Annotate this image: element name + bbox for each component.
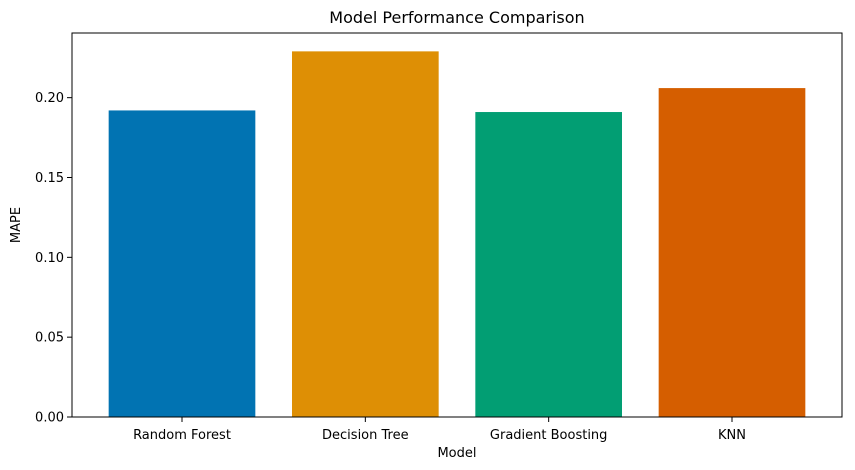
x-tick-label: Random Forest — [133, 428, 231, 443]
y-axis: 0.00 0.05 0.10 0.15 0.20 — [35, 91, 72, 426]
y-tick-label: 0.10 — [35, 251, 64, 266]
y-axis-title: MAPE — [9, 207, 24, 243]
x-tick-label: KNN — [718, 428, 746, 443]
bar-random-forest — [108, 110, 256, 418]
chart-title: Model Performance Comparison — [329, 8, 584, 27]
bar-knn — [658, 88, 806, 417]
y-tick-label: 0.20 — [35, 91, 64, 106]
plot-frame — [71, 32, 843, 418]
bars-group — [108, 51, 806, 418]
x-tick-label: Decision Tree — [322, 428, 409, 443]
x-tick-label: Gradient Boosting — [490, 428, 608, 443]
bar-decision-tree — [292, 51, 439, 417]
bar-gradient-boosting — [475, 112, 622, 417]
y-tick-label: 0.15 — [35, 171, 64, 186]
y-tick-label: 0.05 — [35, 331, 64, 346]
x-axis-title: Model — [437, 446, 476, 461]
y-tick-label: 0.00 — [35, 411, 64, 426]
x-axis: Random Forest Decision Tree Gradient Boost… — [133, 417, 746, 443]
